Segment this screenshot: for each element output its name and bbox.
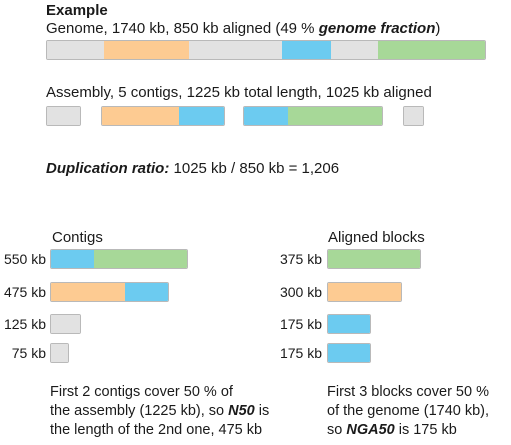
blocks-note-line: of the genome (1740 kb), [327,403,490,419]
blue-segment [328,344,370,362]
contig-size-label: 75 kb [11,345,46,361]
blue-segment [124,283,168,301]
contigs-note-text: is [254,403,270,419]
blocks-note-line: First 3 blocks cover 50 % [327,384,489,400]
assembly-contig [101,106,225,126]
assembly-contig [46,106,81,126]
blue-segment [281,41,332,59]
contigs-note-line: the assembly (1225 kb), so N50 is [50,402,269,421]
green-segment [94,250,187,268]
genome-fraction-term: genome fraction [318,20,436,37]
orange-segment [102,107,180,125]
green-segment [287,107,382,125]
blocks-note-text: so [327,422,347,438]
block-size-label: 175 kb [279,345,322,361]
gray-segment [331,41,379,59]
contig-size-label: 475 kb [3,284,46,300]
contig-bar [50,343,69,363]
gray-segment [189,41,282,59]
gray-segment [51,344,68,362]
block-size-label: 300 kb [279,284,322,300]
contig-bar [50,314,81,334]
aligned-block-bar [327,314,371,334]
block-size-label: 375 kb [279,251,322,267]
contig-bar [50,282,169,302]
duplication-ratio: Duplication ratio: 1025 kb / 850 kb = 1,… [46,160,339,177]
blue-segment [179,107,224,125]
genome-caption-prefix: Genome, 1740 kb, 850 kb aligned (49 % [46,20,319,37]
n50-term: N50 [228,403,255,419]
blocks-note-line: so NGA50 is 175 kb [327,421,489,440]
contigs-note-text: the assembly (1225 kb), so [50,403,229,419]
contig-bar [50,249,188,269]
orange-segment [103,41,190,59]
contigs-heading: Contigs [52,229,103,246]
aligned-blocks-heading: Aligned blocks [328,229,425,246]
blocks-note-text: is 175 kb [394,422,457,438]
gray-segment [47,107,80,125]
gray-segment [47,41,104,59]
aligned-block-bar [327,343,371,363]
gray-segment [404,107,423,125]
green-segment [378,41,485,59]
genome-bar [46,40,486,60]
gray-segment [51,315,80,333]
duplication-ratio-value: 1025 kb / 850 kb = 1,206 [169,160,340,177]
nga50-term: NGA50 [346,422,395,438]
orange-segment [328,283,401,301]
aligned-block-bar [327,282,402,302]
genome-caption: Genome, 1740 kb, 850 kb aligned (49 % ge… [46,20,440,37]
aligned-block-bar [327,249,421,269]
duplication-ratio-label: Duplication ratio: [46,160,170,177]
assembly-contig [243,106,383,126]
blocks-note: First 3 blocks cover 50 % of the genome … [327,383,489,440]
genome-caption-suffix: ) [435,20,441,37]
blue-segment [328,315,370,333]
assembly-contig [403,106,424,126]
green-segment [328,250,420,268]
blue-segment [244,107,288,125]
example-title: Example [46,2,108,19]
contigs-note-line: the length of the 2nd one, 475 kb [50,422,263,438]
assembly-caption: Assembly, 5 contigs, 1225 kb total lengt… [46,84,432,101]
contig-size-label: 125 kb [3,316,46,332]
blue-segment [51,250,95,268]
orange-segment [51,283,125,301]
contig-size-label: 550 kb [3,251,46,267]
block-size-label: 175 kb [279,316,322,332]
contigs-note: First 2 contigs cover 50 % of the assemb… [50,383,269,440]
contigs-note-line: First 2 contigs cover 50 % of [50,384,233,400]
